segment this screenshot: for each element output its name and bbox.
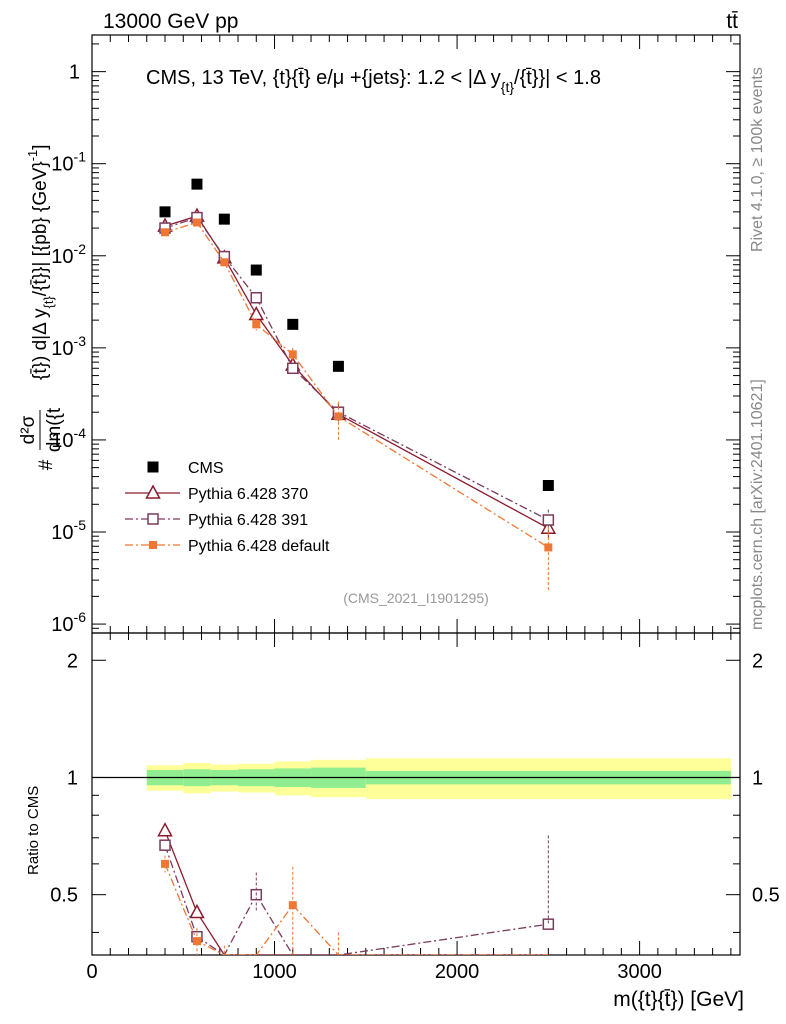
svg-text:#: # — [36, 459, 57, 470]
x-tick-label: 2000 — [435, 961, 480, 983]
y-tick-label: 10-3 — [51, 333, 86, 360]
pythia-6-428-default-point — [161, 228, 170, 237]
pythia-6-428-default-ratio-point — [288, 901, 297, 910]
x-tick-label: 0 — [86, 961, 97, 983]
series-layer — [157, 178, 557, 591]
pythia-6-428-370-ratio-point — [189, 903, 205, 919]
legend-label: Pythia 6.428 default — [188, 538, 330, 555]
svg-text:d²σ: d²σ — [18, 415, 39, 444]
cms-point — [250, 264, 262, 276]
x-tick-label: 3000 — [617, 961, 662, 983]
ratio-tick-label: 2 — [67, 650, 78, 672]
cms-point — [218, 213, 230, 225]
pythia-6-428-391-point — [542, 514, 555, 526]
pythia-6-428-default-ratio-point — [192, 937, 201, 946]
ratio-uncertainty-band — [146, 758, 731, 800]
y-tick-label: 10-1 — [51, 149, 86, 176]
y-tick-label: 1 — [69, 62, 80, 84]
pythia-6-428-370-ratio-line — [164, 830, 549, 955]
main-y-axis: 10-6 10-5 10-4 10-3 10-2 10-1 1 — [51, 43, 740, 636]
ratio-tick-label: 0.5 — [50, 885, 78, 907]
pythia-6-428-391-point — [287, 362, 299, 375]
cms-point — [159, 206, 171, 218]
pythia-6-428-391-ratio-point — [159, 839, 171, 851]
pythia-6-428-370-ratio-point — [157, 822, 173, 837]
x-tick-label: 1000 — [252, 961, 297, 983]
legend-label: Pythia 6.428 370 — [188, 486, 308, 503]
ratio-y-axis-label: Ratio to CMS — [25, 786, 42, 875]
cms-point — [542, 479, 554, 491]
ratio-tick-label: 0.5 — [752, 885, 780, 907]
pythia-6-428-default-point — [288, 350, 297, 359]
x-axis: 0 1000 2000 3000 — [86, 35, 732, 983]
pythia-6-428-391-ratio-line — [164, 844, 549, 955]
legend-marker — [147, 513, 159, 525]
pythia-6-428-default-ratio-point — [161, 859, 170, 868]
y-tick-label: 10-6 — [51, 609, 86, 636]
pythia-6-428-default-point — [192, 218, 201, 227]
mcplots-label: mcplots.cern.ch [arXiv:2401.10621] — [749, 379, 766, 630]
analysis-id: (CMS_2021_I1901295) — [343, 590, 489, 606]
pythia-6-428-default-point — [334, 412, 343, 421]
ratio-series-layer — [157, 822, 555, 955]
legend-marker — [145, 484, 161, 499]
ratio-tick-label: 1 — [752, 767, 763, 789]
cms-point — [191, 178, 203, 190]
legend-label: CMS — [188, 460, 224, 477]
pythia-6-428-370-point — [248, 305, 265, 321]
rivet-label: Rivet 4.1.0, ≥ 100k events — [749, 67, 766, 252]
legend: CMS Pythia 6.428 370 Pythia 6.428 391 Pythi… — [125, 460, 330, 555]
y-tick-label: 10-2 — [51, 241, 86, 268]
y-tick-label: 10-4 — [51, 425, 86, 452]
legend-label: Pythia 6.428 391 — [188, 512, 308, 529]
pythia-6-428-default-point — [252, 320, 261, 329]
x-axis-label: m({t}{t̄}) [GeV] — [613, 988, 744, 1011]
svg-text:{t̄}) d|Δ y{t}/{t̄}}| [{pb} {G: {t̄}) d|Δ y{t}/{t̄}}| [{pb} {GeV}-1] — [25, 144, 56, 380]
pythia-6-428-391-point — [250, 292, 263, 304]
chart-title: CMS, 13 TeV, {t}{t̄} e/μ +{jets}: 1.2 < … — [146, 67, 601, 95]
cms-point — [332, 360, 344, 372]
cms-point — [287, 318, 299, 330]
pythia-6-428-default-point — [544, 543, 553, 552]
pythia-6-428-default-ratio-line — [164, 863, 549, 955]
y-tick-label: 10-5 — [51, 517, 86, 544]
header-right: tt̄ — [726, 10, 738, 33]
header-left: 13000 GeV pp — [103, 10, 238, 33]
ratio-tick-label: 2 — [752, 650, 763, 672]
ratio-tick-label: 1 — [67, 767, 78, 789]
ratio-y-axis: 0.5 0.5 1 1 2 2 — [50, 650, 780, 933]
y-axis-label: {t̄}) d|Δ y{t}/{t̄}}| [{pb} {GeV}-1] d²σ… — [18, 144, 65, 470]
pythia-6-428-default-point — [220, 258, 229, 267]
svg-text:dm({t: dm({t — [44, 407, 65, 452]
legend-marker — [149, 541, 157, 549]
pythia-6-428-391-ratio-point — [542, 918, 555, 930]
cms-point — [147, 461, 159, 473]
